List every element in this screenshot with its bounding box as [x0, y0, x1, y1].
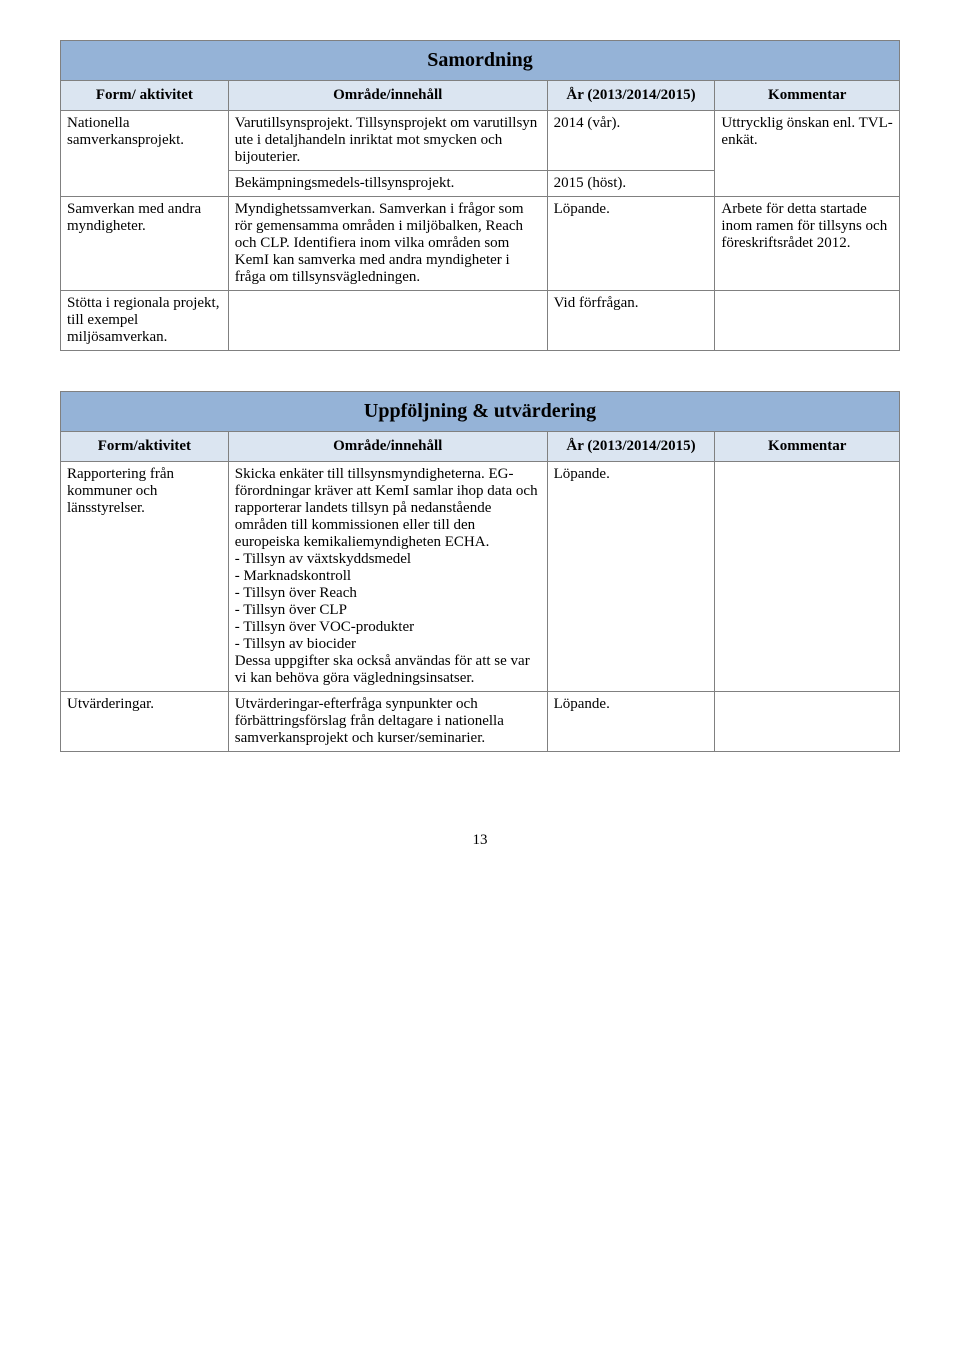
table2-header-3: Kommentar: [715, 432, 900, 462]
cell: Arbete för detta startade inom ramen för…: [715, 197, 900, 291]
table-row: Rapportering från kommuner och länsstyre…: [61, 462, 900, 692]
table1-header-3: Kommentar: [715, 81, 900, 111]
samordning-table: Samordning Form/ aktivitet Område/innehå…: [60, 40, 900, 351]
table-row: Samverkan med andra myndigheter. Myndigh…: [61, 197, 900, 291]
cell: Utvärderingar-efterfråga synpunkter och …: [228, 692, 547, 752]
table1-title-row: Samordning: [61, 41, 900, 81]
cell: Varutillsynsprojekt. Tillsynsprojekt om …: [228, 111, 547, 171]
cell: Löpande.: [547, 692, 715, 752]
cell: [228, 291, 547, 351]
cell: Löpande.: [547, 197, 715, 291]
table2-header-0: Form/aktivitet: [61, 432, 229, 462]
table-row: Nationella samverkansprojekt. Varutillsy…: [61, 111, 900, 171]
table2-header-2: År (2013/2014/2015): [547, 432, 715, 462]
table-row: Stötta i regionala projekt, till exempel…: [61, 291, 900, 351]
cell: Nationella samverkansprojekt.: [61, 111, 229, 197]
cell: Stötta i regionala projekt, till exempel…: [61, 291, 229, 351]
table2-header-1: Område/innehåll: [228, 432, 547, 462]
table2-title-row: Uppföljning & utvärdering: [61, 392, 900, 432]
cell: [715, 291, 900, 351]
cell: Bekämpningsmedels-tillsynsprojekt.: [228, 171, 547, 197]
table1-header-row: Form/ aktivitet Område/innehåll År (2013…: [61, 81, 900, 111]
page-number: 13: [60, 832, 900, 849]
table2-title: Uppföljning & utvärdering: [61, 392, 900, 432]
cell: Myndighetssamverkan. Samverkan i frågor …: [228, 197, 547, 291]
uppfoljning-table: Uppföljning & utvärdering Form/aktivitet…: [60, 391, 900, 752]
table1-header-1: Område/innehåll: [228, 81, 547, 111]
table1-header-2: År (2013/2014/2015): [547, 81, 715, 111]
cell: Löpande.: [547, 462, 715, 692]
table1-title: Samordning: [61, 41, 900, 81]
cell: 2015 (höst).: [547, 171, 715, 197]
table1-header-0: Form/ aktivitet: [61, 81, 229, 111]
cell: Rapportering från kommuner och länsstyre…: [61, 462, 229, 692]
cell: Uttrycklig önskan enl. TVL-enkät.: [715, 111, 900, 197]
cell: Utvärderingar.: [61, 692, 229, 752]
cell: Vid förfrågan.: [547, 291, 715, 351]
table2-header-row: Form/aktivitet Område/innehåll År (2013/…: [61, 432, 900, 462]
table-row: Utvärderingar. Utvärderingar-efterfråga …: [61, 692, 900, 752]
cell: [715, 692, 900, 752]
cell: [715, 462, 900, 692]
cell: Skicka enkäter till tillsynsmyndighetern…: [228, 462, 547, 692]
cell: 2014 (vår).: [547, 111, 715, 171]
cell: Samverkan med andra myndigheter.: [61, 197, 229, 291]
